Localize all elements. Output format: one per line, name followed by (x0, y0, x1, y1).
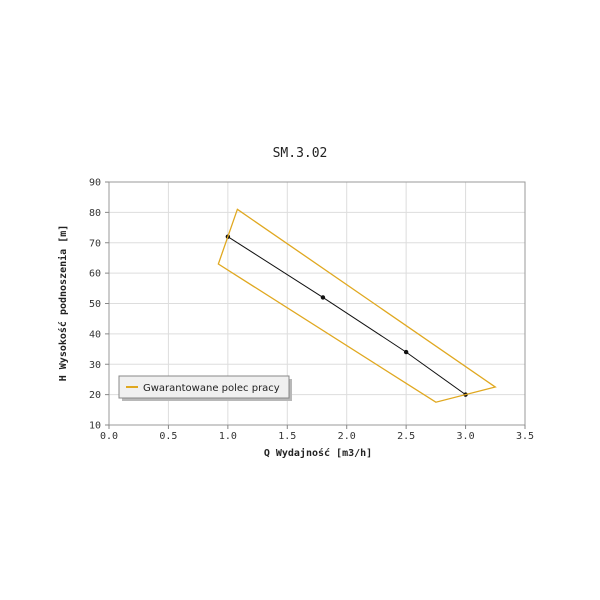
pump-curve-point (403, 349, 409, 355)
y-axis-label: H Wysokość podnoszenia [m] (57, 225, 69, 382)
series-layer (217, 208, 497, 403)
legend-box (118, 375, 290, 399)
y-tick-label: 60 (89, 269, 101, 280)
y-tick-label: 20 (89, 390, 101, 401)
y-tick-label: 40 (89, 329, 101, 340)
x-tick-label: 1.0 (219, 431, 237, 442)
y-tick-label: 90 (89, 178, 101, 189)
chart-title: SM.3.02 (273, 146, 328, 161)
x-tick-label: 1.5 (278, 431, 296, 442)
x-tick-label: 0.0 (100, 431, 118, 442)
x-axis-label: Q Wydajność [m3/h] (264, 447, 372, 459)
y-tick-label: 10 (89, 421, 101, 432)
y-tick-label: 70 (89, 238, 101, 249)
pump-curve-line (227, 236, 466, 396)
legend: Gwarantowane polec pracy (118, 375, 292, 401)
x-tick-label: 3.5 (516, 431, 534, 442)
y-tick-label: 30 (89, 360, 101, 371)
pump-curve-point (320, 295, 326, 300)
y-tick-label: 50 (89, 299, 101, 310)
legend-label: Gwarantowane polec pracy (143, 383, 280, 394)
x-axis: 0.0 0.5 1.0 1.5 2.0 2.5 3.0 3.5 (100, 425, 534, 442)
y-axis: 10 20 30 40 50 60 70 80 90 (89, 178, 109, 432)
x-tick-label: 2.0 (338, 431, 356, 442)
x-tick-label: 3.0 (457, 431, 475, 442)
y-tick-label: 80 (89, 208, 101, 219)
operating-range-polygon (217, 208, 497, 403)
x-tick-label: 0.5 (159, 431, 177, 442)
x-tick-label: 2.5 (397, 431, 415, 442)
